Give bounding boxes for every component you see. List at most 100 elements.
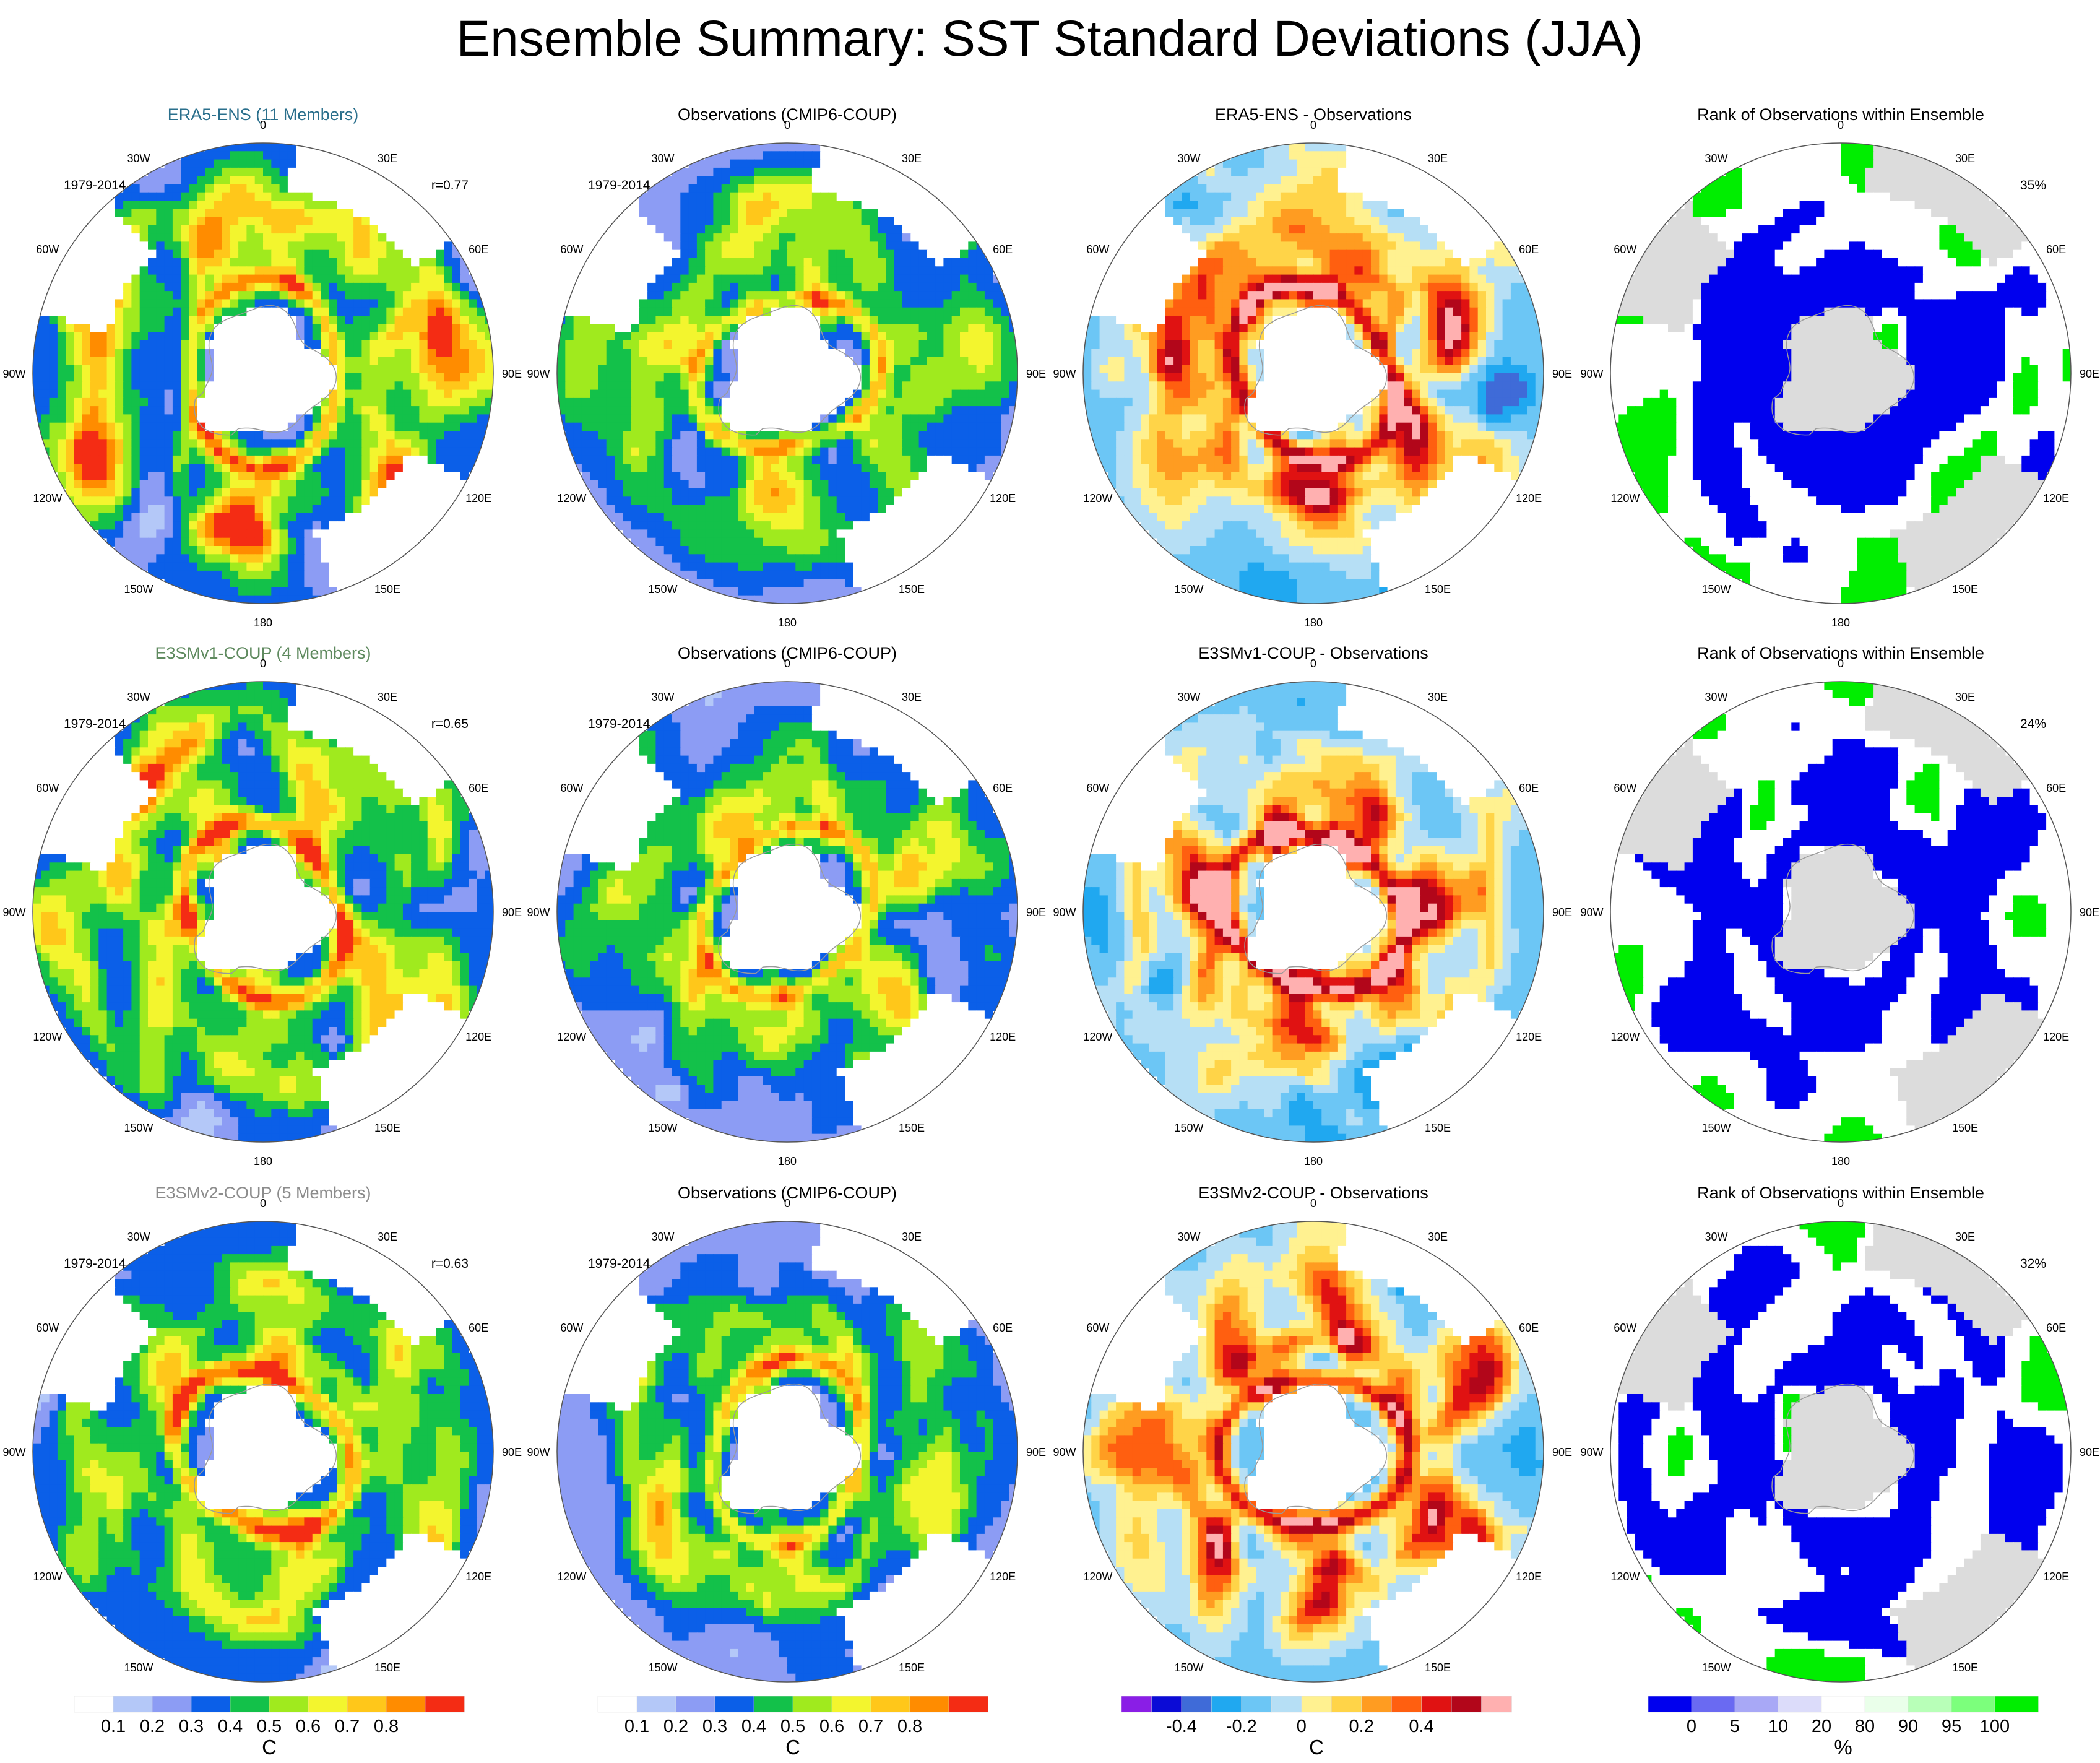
map-cell bbox=[787, 316, 797, 325]
map-cell bbox=[214, 266, 223, 275]
map-cell bbox=[779, 397, 788, 407]
map-cell bbox=[663, 299, 673, 308]
map-cell bbox=[663, 209, 673, 218]
map-cell bbox=[836, 447, 845, 456]
map-cell bbox=[902, 201, 912, 210]
map-cell bbox=[820, 505, 829, 514]
map-cell bbox=[663, 431, 673, 440]
map-cell bbox=[951, 521, 961, 531]
map-cell bbox=[263, 349, 272, 358]
map-cell bbox=[828, 258, 837, 267]
map-cell bbox=[754, 579, 763, 588]
map-cell bbox=[861, 373, 870, 383]
map-cell bbox=[369, 365, 379, 374]
map-cell bbox=[910, 496, 920, 506]
map-cell bbox=[631, 488, 640, 498]
map-cell bbox=[771, 513, 780, 522]
map-cell bbox=[968, 464, 977, 473]
map-cell bbox=[263, 505, 272, 514]
map-cell bbox=[894, 447, 903, 456]
map-cell bbox=[918, 422, 928, 431]
map-cell bbox=[935, 389, 944, 399]
map-cell bbox=[411, 439, 420, 448]
map-cell bbox=[943, 488, 953, 498]
map-cell bbox=[353, 233, 363, 243]
map-cell bbox=[795, 537, 805, 547]
map-cell bbox=[894, 406, 903, 415]
map-cell bbox=[598, 316, 607, 325]
map-cell bbox=[590, 447, 599, 456]
map-cell bbox=[787, 324, 797, 333]
map-cell bbox=[296, 431, 305, 440]
map-cell bbox=[696, 579, 706, 588]
map-cell bbox=[263, 274, 272, 284]
map-cell bbox=[279, 291, 288, 300]
map-cell bbox=[590, 357, 599, 366]
map-cell bbox=[853, 307, 862, 316]
map-cell bbox=[82, 422, 91, 431]
map-cell bbox=[721, 570, 730, 579]
map-cell bbox=[787, 570, 797, 579]
map-cell bbox=[696, 406, 706, 415]
map-cell bbox=[115, 505, 124, 514]
map-cell bbox=[721, 422, 730, 431]
map-cell bbox=[886, 332, 895, 341]
map-cell bbox=[811, 546, 821, 555]
map-cell bbox=[238, 537, 248, 547]
map-cell bbox=[74, 480, 83, 489]
map-cell bbox=[910, 381, 920, 391]
map-cell bbox=[263, 266, 272, 275]
map-cell bbox=[951, 422, 961, 431]
map-cell bbox=[148, 274, 157, 284]
map-cell bbox=[411, 397, 420, 407]
map-cell bbox=[345, 184, 354, 193]
map-cell bbox=[82, 431, 91, 440]
map-cell bbox=[590, 406, 599, 415]
map-cell bbox=[820, 389, 829, 399]
map-cell bbox=[680, 529, 689, 539]
map-cell bbox=[853, 282, 862, 292]
map-cell bbox=[910, 397, 920, 407]
map-cell bbox=[369, 537, 379, 547]
map-cell bbox=[345, 274, 354, 284]
map-cell bbox=[705, 414, 714, 423]
map-cell bbox=[238, 447, 248, 456]
map-cell bbox=[771, 431, 780, 440]
map-cell bbox=[845, 324, 854, 333]
map-cell bbox=[688, 184, 698, 193]
map-cell bbox=[82, 472, 91, 481]
map-cell bbox=[713, 307, 722, 316]
map-cell bbox=[787, 233, 797, 243]
map-cell bbox=[878, 521, 887, 531]
map-cell bbox=[878, 176, 887, 185]
map-cell bbox=[263, 562, 272, 571]
map-cell bbox=[795, 201, 805, 210]
map-cell bbox=[845, 365, 854, 374]
map-cell bbox=[672, 209, 681, 218]
map-cell bbox=[672, 201, 681, 210]
map-cell bbox=[721, 316, 730, 325]
map-cell bbox=[386, 505, 395, 514]
map-cell bbox=[337, 521, 346, 531]
map-cell bbox=[655, 316, 665, 325]
map-cell bbox=[960, 397, 969, 407]
map-cell bbox=[803, 332, 813, 341]
map-cell bbox=[639, 201, 648, 210]
map-cell bbox=[402, 422, 412, 431]
map-cell bbox=[345, 554, 354, 563]
map-cell bbox=[795, 349, 805, 358]
map-cell bbox=[485, 373, 493, 383]
map-cell bbox=[910, 299, 920, 308]
map-cell bbox=[321, 480, 330, 489]
map-cell bbox=[968, 316, 977, 325]
map-cell bbox=[172, 422, 181, 431]
map-cell bbox=[321, 209, 330, 218]
map-cell bbox=[115, 201, 124, 210]
map-cell bbox=[984, 439, 993, 448]
map-cell bbox=[427, 266, 436, 275]
map-cell bbox=[746, 291, 755, 300]
map-cell bbox=[894, 464, 903, 473]
map-cell bbox=[878, 291, 887, 300]
map-cell bbox=[779, 554, 788, 563]
map-cell bbox=[647, 299, 657, 308]
